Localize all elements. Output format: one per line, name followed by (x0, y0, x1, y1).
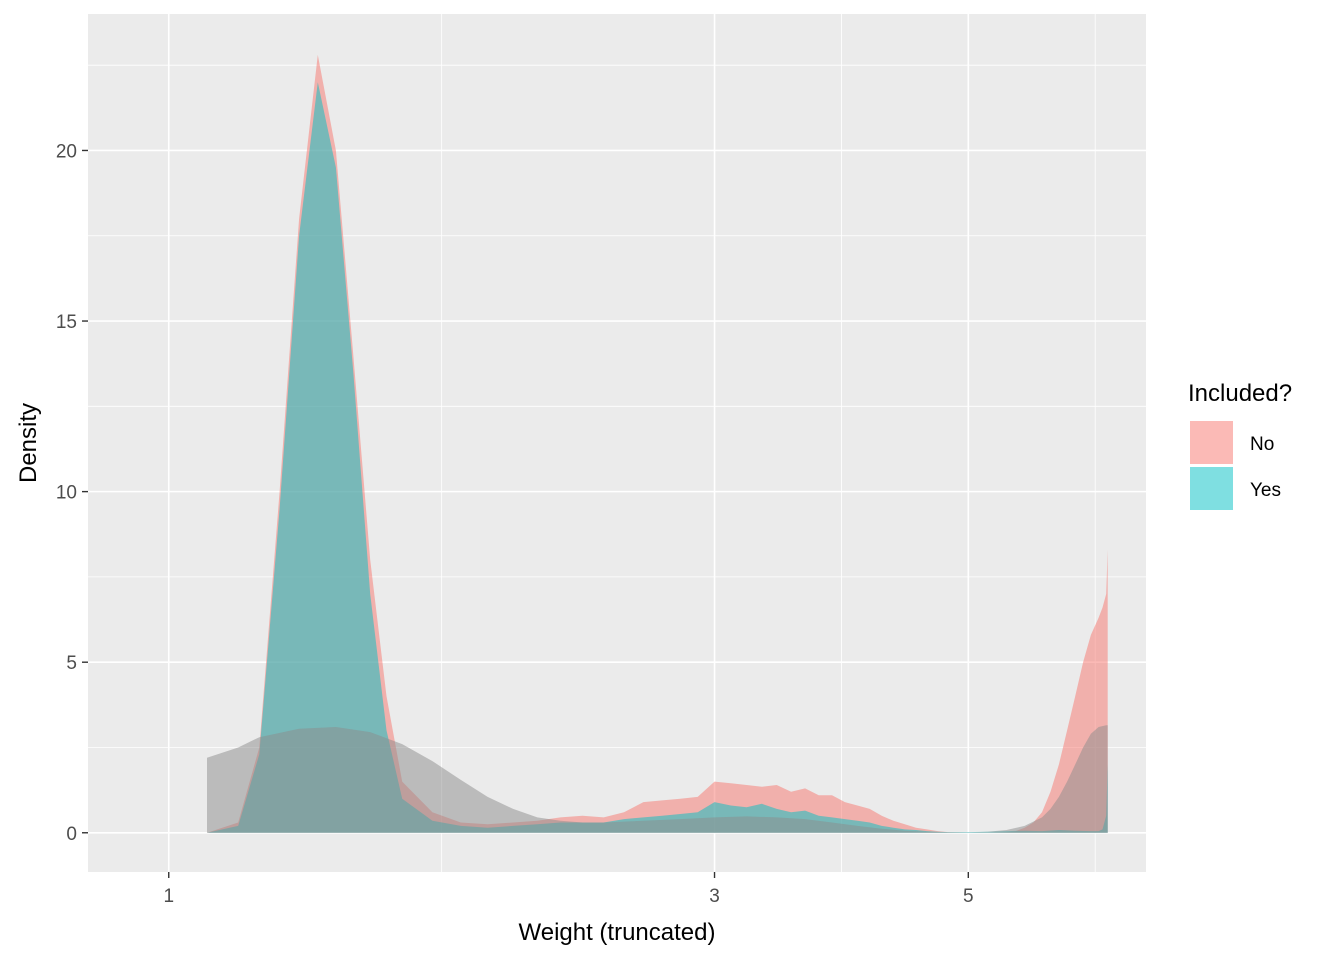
x-tick-label: 1 (163, 886, 174, 907)
legend: Included? No Yes (1188, 380, 1292, 511)
x-tick-label: 3 (709, 886, 720, 907)
y-tick-label: 0 (66, 824, 77, 845)
legend-key-no (1190, 421, 1233, 464)
minor-gridlines (88, 14, 1146, 872)
y-tick-label: 5 (66, 653, 77, 674)
legend-entries: No Yes (1189, 420, 1281, 511)
density-areas (207, 54, 1108, 833)
legend-key-yes (1190, 467, 1233, 510)
legend-label-yes: Yes (1250, 480, 1281, 501)
y-tick-label: 20 (56, 141, 77, 162)
x-axis-title: Weight (truncated) (519, 919, 716, 946)
legend-title: Included? (1188, 380, 1292, 407)
y-axis: 0 5 10 15 20 (56, 141, 88, 845)
x-tick-label: 5 (963, 886, 974, 907)
legend-label-no: No (1250, 434, 1274, 455)
density-area-overall (207, 725, 1108, 833)
x-axis: 1 3 5 (163, 872, 974, 907)
y-tick-label: 10 (56, 483, 77, 504)
y-tick-label: 15 (56, 312, 77, 333)
plot-panel (88, 14, 1146, 872)
y-axis-title: Density (15, 403, 42, 483)
